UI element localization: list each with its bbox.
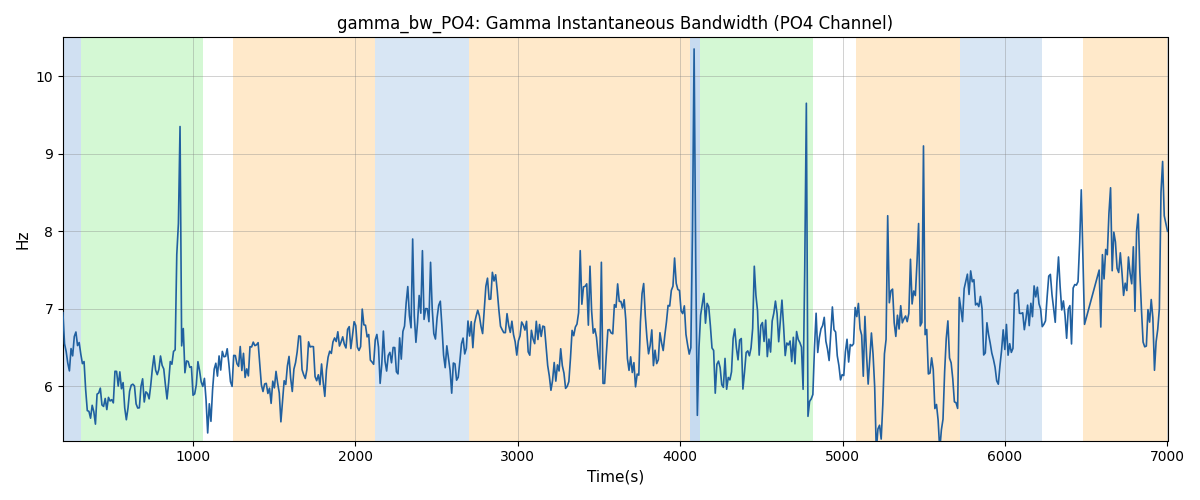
Bar <box>960 38 1043 440</box>
Bar <box>374 38 469 440</box>
X-axis label: Time(s): Time(s) <box>587 470 644 485</box>
Bar <box>469 38 690 440</box>
Bar <box>62 38 80 440</box>
Bar <box>80 38 203 440</box>
Bar <box>690 38 700 440</box>
Bar <box>700 38 814 440</box>
Bar <box>234 38 374 440</box>
Bar <box>1084 38 1168 440</box>
Bar <box>856 38 960 440</box>
Y-axis label: Hz: Hz <box>16 230 30 249</box>
Title: gamma_bw_PO4: Gamma Instantaneous Bandwidth (PO4 Channel): gamma_bw_PO4: Gamma Instantaneous Bandwi… <box>337 15 893 34</box>
